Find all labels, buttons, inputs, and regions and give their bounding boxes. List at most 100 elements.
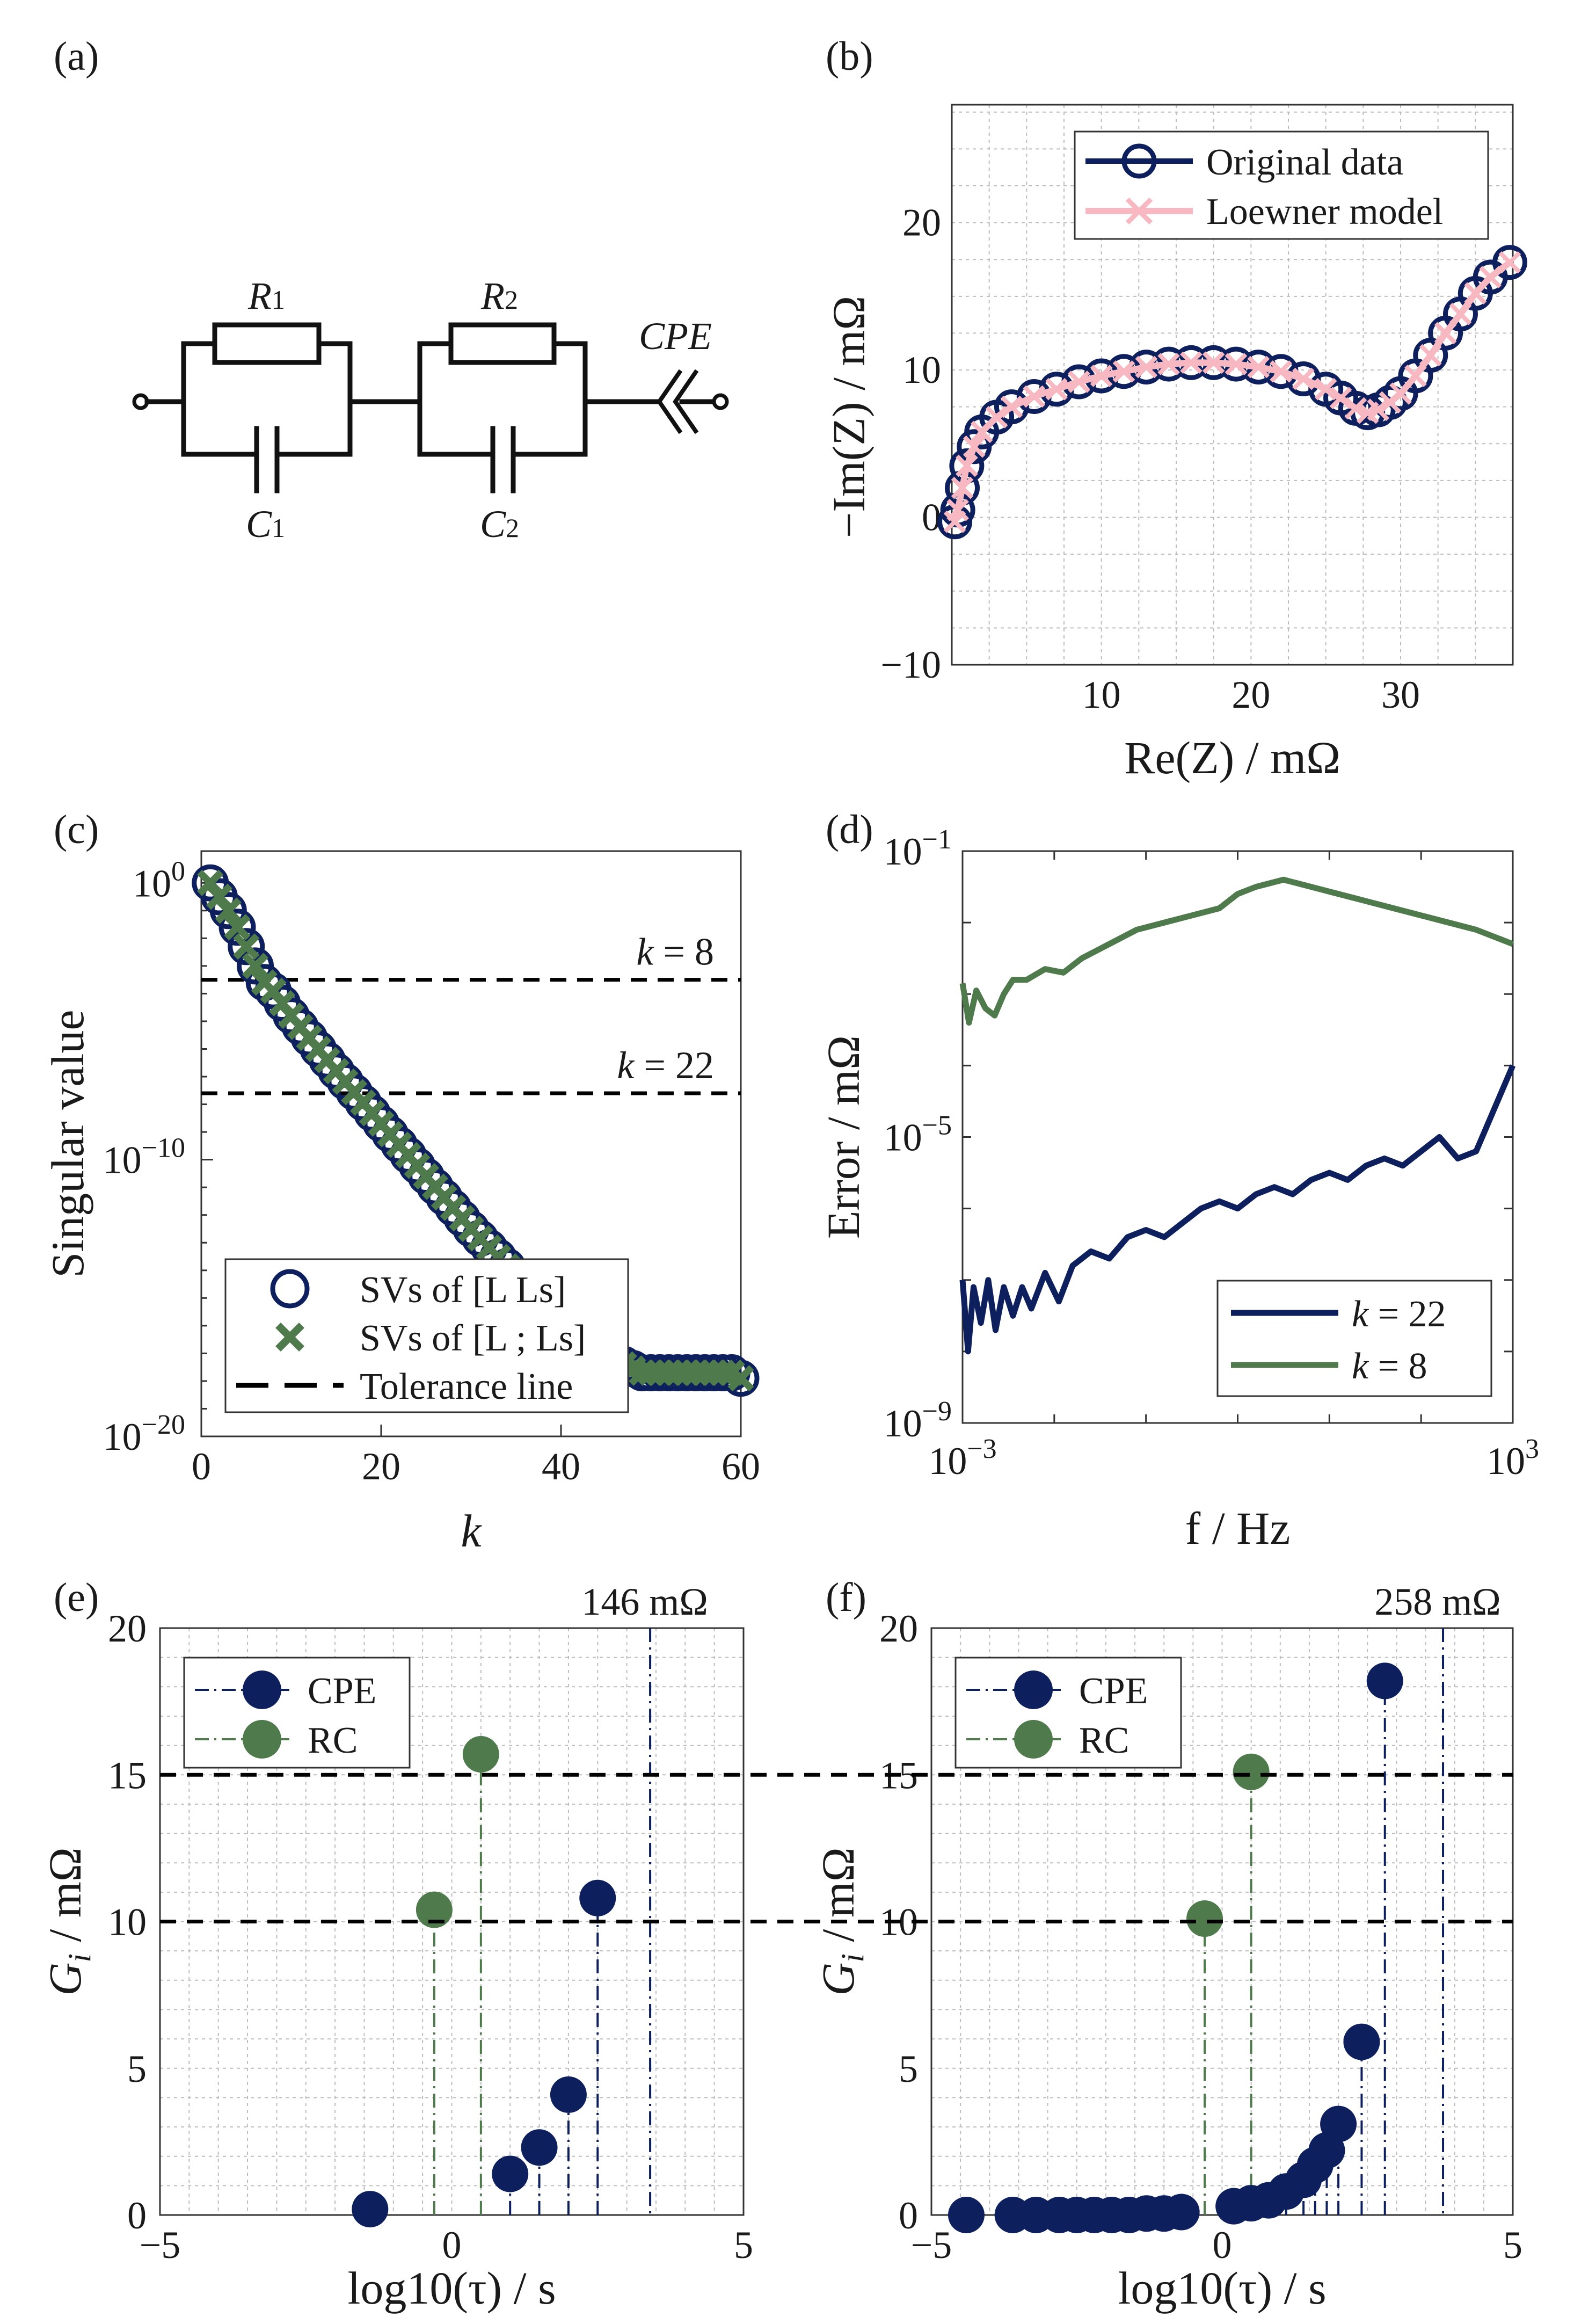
cpe-point [352, 2191, 389, 2228]
sv-cross-point [709, 1359, 737, 1386]
sv-cross-point [242, 953, 269, 979]
legend-label: Tolerance line [360, 1366, 573, 1407]
x-tick-label: 20 [362, 1445, 400, 1488]
y-axis-label: −Im(Z) / mΩ [823, 296, 875, 539]
x-tick-label: −5 [911, 2224, 952, 2267]
legend-marker-model [1125, 197, 1153, 225]
loewner-model-point [1045, 377, 1068, 401]
rc-point [1186, 1900, 1223, 1937]
loewner-model-point [1225, 353, 1248, 375]
x-tick-label: −5 [140, 2224, 181, 2267]
y-tick-label: 10−9 [884, 1396, 952, 1445]
legend-marker-cross [275, 1323, 304, 1352]
loewner-model-point [951, 476, 974, 499]
y-tick-label: 10−5 [884, 1110, 952, 1159]
x-tick-label: 0 [192, 1445, 211, 1488]
y-axis-label: Error / mΩ [818, 1035, 869, 1239]
rc-point [462, 1735, 499, 1773]
cpe-point [1163, 2194, 1200, 2231]
x-tick-label: 103 [1486, 1434, 1539, 1483]
loewner-model-point [963, 435, 986, 458]
panel-label-d: (d) [826, 807, 873, 852]
loewner-model-point [1434, 322, 1457, 345]
plot-frame [200, 850, 742, 1437]
legend-box [1216, 1280, 1492, 1397]
y-tick-label: 15 [108, 1754, 147, 1797]
legend-box [183, 1657, 411, 1769]
label-cpe: CPE [639, 315, 712, 358]
tolerance-annotation: k = 8 [636, 931, 714, 974]
loewner-model-point [946, 498, 969, 521]
cpe-point [1343, 2023, 1380, 2060]
y-axis-label: Gi / mΩ [812, 1847, 870, 1995]
terminal-right [712, 393, 729, 410]
loewner-model-point [985, 406, 1008, 429]
label-c1: C1 [246, 503, 285, 546]
y-tick-label: 10 [108, 1901, 147, 1944]
cpe-point [579, 1879, 616, 1916]
y-tick-label: 0 [899, 2194, 918, 2237]
legend-label: SVs of [L Ls] [360, 1269, 566, 1311]
loewner-model-point [1270, 360, 1292, 383]
legend-marker-original [1121, 143, 1157, 179]
loewner-model-point [1135, 355, 1158, 379]
loewner-model-point [1157, 353, 1180, 375]
loewner-model-point [1090, 365, 1113, 387]
label-c2: C2 [480, 503, 519, 546]
y-tick-label: 20 [879, 1607, 918, 1650]
y-tick-label: 0 [922, 496, 941, 539]
x-axis-label: k [461, 1505, 482, 1557]
sv-circle-point [228, 928, 265, 965]
plot-frame [951, 104, 1514, 666]
y-tick-label: 10−10 [103, 1133, 185, 1182]
x-tick-label: 20 [1231, 673, 1270, 716]
panel-label-a: (a) [54, 34, 99, 79]
legend-label: k = 22 [1352, 1294, 1446, 1335]
legend-label-model: Loewner model [1206, 191, 1443, 233]
y-tick-label: 0 [127, 2194, 147, 2237]
loewner-model-point [1419, 344, 1442, 367]
y-tick-label: 10−20 [103, 1410, 185, 1458]
x-tick-label: 0 [442, 2224, 462, 2267]
sv-cross-point [727, 1365, 754, 1392]
y-tick-label: 10 [902, 348, 941, 391]
legend-marker [243, 1720, 281, 1759]
loewner-model-point [1068, 371, 1090, 393]
loewner-model-point [1023, 385, 1046, 408]
panel-c-singular-values: 0 20 40 60 100 10−10 10−20 k Singular value k = 8… [42, 850, 760, 1557]
y-tick-label: 20 [902, 201, 941, 244]
y-tick-label: 10−1 [884, 824, 952, 873]
loewner-model-point [1344, 397, 1367, 420]
off-scale-annotation: 146 mΩ [581, 1580, 708, 1623]
legend-label: RC [1079, 1720, 1129, 1761]
circuit-diagram: R1 R2 C1 C2 CPE [132, 274, 729, 546]
panel-d-error: 10−1 10−5 10−910−3 103 f / Hz Error / mΩ k = 2… [818, 824, 1539, 1554]
loewner-model-point [1247, 355, 1270, 379]
loewner-model-point [1498, 251, 1521, 274]
x-axis-label: log10(τ) / s [347, 2262, 556, 2314]
cpe-symbol [657, 369, 699, 434]
legend-marker [1014, 1720, 1053, 1759]
legend-marker-circle [270, 1269, 310, 1309]
cpe-point [550, 2076, 587, 2113]
x-tick-label: 5 [1503, 2224, 1522, 2267]
sv-cross-point [233, 933, 260, 960]
rc-point [416, 1891, 453, 1928]
off-scale-annotation: 258 mΩ [1374, 1580, 1501, 1623]
y-tick-label: −10 [880, 643, 941, 686]
loewner-model-point [1000, 395, 1023, 418]
resistor-r2 [448, 322, 557, 365]
cpe-point [1320, 2105, 1357, 2143]
x-tick-label: 30 [1381, 673, 1420, 716]
loewner-model-point [1479, 266, 1502, 288]
legend-label-original: Original data [1206, 142, 1403, 183]
x-axis-label: log10(τ) / s [1118, 2262, 1326, 2314]
x-tick-label: 10−3 [928, 1434, 996, 1483]
sv-cross-point [215, 897, 242, 924]
loewner-model-point [1404, 365, 1427, 387]
legend-label: CPE [308, 1671, 376, 1712]
x-tick-label: 10 [1082, 673, 1121, 716]
legend-label: SVs of [L ; Ls] [360, 1318, 586, 1359]
